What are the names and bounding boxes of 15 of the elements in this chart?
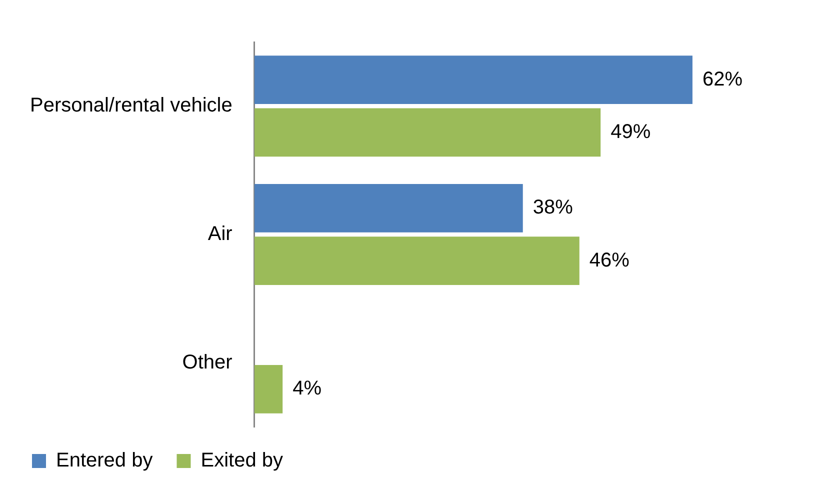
bar xyxy=(254,108,601,157)
data-label: 49% xyxy=(610,120,651,143)
bar xyxy=(254,184,523,232)
bar xyxy=(254,56,692,104)
y-tick-label: Other xyxy=(182,351,233,374)
bar xyxy=(254,364,283,414)
data-label: 62% xyxy=(702,68,743,90)
data-label: 38% xyxy=(532,196,574,219)
legend-label: Entered by xyxy=(56,450,153,472)
data-label: 4% xyxy=(292,378,322,400)
bar xyxy=(254,236,580,286)
legend-label: Exited by xyxy=(200,450,283,472)
data-label: 46% xyxy=(589,249,630,272)
y-tick-label: Personal/rental vehicle xyxy=(30,94,232,117)
y-tick-label: Air xyxy=(208,223,233,246)
